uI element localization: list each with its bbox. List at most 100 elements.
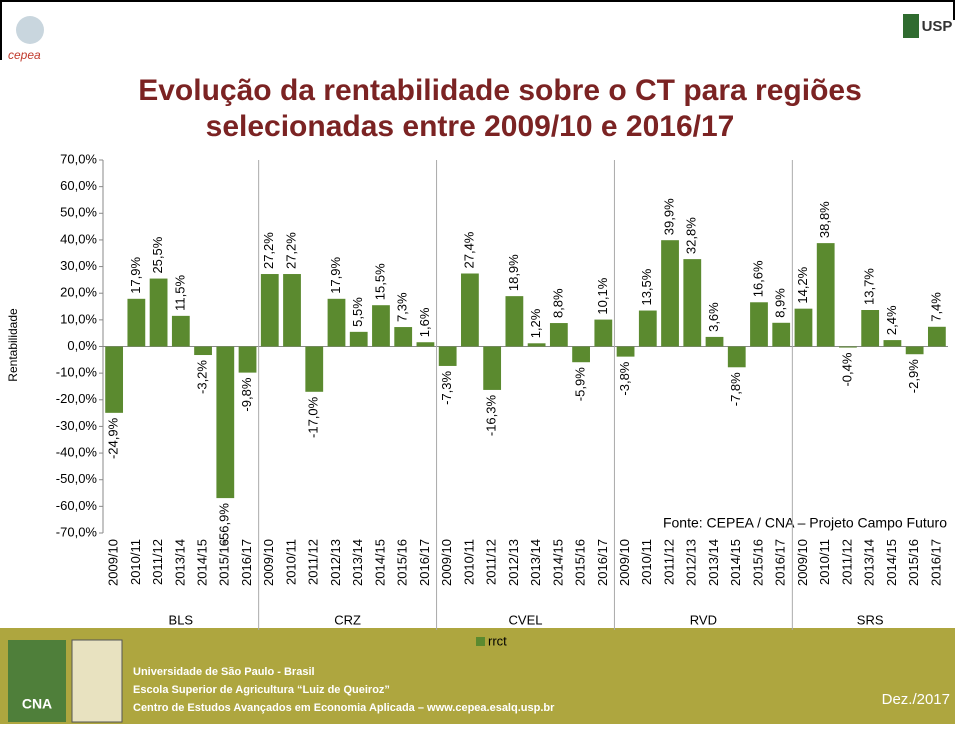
- bar: [416, 342, 435, 347]
- y-tick-label: 40,0%: [60, 231, 97, 246]
- data-label: -0,4%: [839, 352, 854, 386]
- source-note: Fonte: CEPEA / CNA – Projeto Campo Futur…: [663, 515, 947, 531]
- data-label: 27,2%: [283, 232, 298, 269]
- bar: [372, 305, 390, 347]
- bar: [483, 346, 502, 390]
- x-tick-label: 2009/10: [795, 539, 810, 586]
- x-tick-label: 2016/17: [239, 539, 254, 586]
- x-tick-label: 2014/15: [728, 539, 743, 586]
- x-tick-label: 2010/11: [639, 539, 654, 585]
- x-tick-label: 2009/10: [106, 539, 121, 586]
- bar: [683, 259, 702, 347]
- x-tick-label: 2016/17: [773, 539, 788, 586]
- data-label: 16,6%: [750, 260, 765, 297]
- data-label: 1,6%: [417, 307, 432, 337]
- x-tick-label: 2016/17: [595, 539, 610, 586]
- bar: [505, 296, 524, 347]
- y-tick-label: 70,0%: [60, 151, 97, 166]
- data-label: -2,9%: [906, 359, 921, 393]
- x-tick-label: 2012/13: [684, 539, 699, 586]
- data-label: -5,9%: [573, 367, 588, 401]
- x-tick-label: 2013/14: [350, 539, 365, 586]
- x-tick-label: 2015/16: [395, 539, 410, 586]
- bar: [861, 309, 880, 347]
- bar: [572, 346, 590, 363]
- x-tick-label: 2013/14: [172, 539, 187, 586]
- group-label: CRZ: [334, 612, 361, 627]
- bar: [238, 346, 257, 373]
- data-label: 11,5%: [172, 275, 187, 311]
- x-tick-label: 2014/15: [550, 539, 565, 586]
- data-label: -3,2%: [195, 360, 210, 394]
- group-label: CVEL: [509, 612, 543, 627]
- data-label: -56,9%: [217, 503, 232, 545]
- bar: [727, 346, 746, 368]
- data-label: 7,3%: [395, 292, 410, 322]
- data-label: 2,4%: [884, 305, 899, 335]
- usp-logo: USP: [922, 18, 953, 35]
- x-tick-label: 2014/15: [372, 539, 387, 586]
- x-tick-label: 2009/10: [439, 539, 454, 586]
- data-label: 27,4%: [461, 231, 476, 268]
- bar: [327, 298, 346, 347]
- data-label: -3,8%: [617, 361, 632, 395]
- data-label: 38,8%: [817, 201, 832, 238]
- data-label: -17,0%: [306, 396, 321, 438]
- x-tick-label: 2014/15: [195, 539, 210, 586]
- x-tick-label: 2011/12: [306, 539, 321, 585]
- y-tick-label: -70,0%: [56, 524, 98, 539]
- y-tick-label: -10,0%: [56, 365, 98, 380]
- cepea-logo: cepea: [8, 48, 41, 62]
- footer-line: Centro de Estudos Avançados em Economia …: [133, 702, 555, 714]
- bar: [661, 240, 679, 347]
- y-tick-label: -50,0%: [56, 471, 98, 486]
- legend-swatch: [476, 637, 485, 646]
- data-label: 18,9%: [506, 254, 521, 291]
- legend-label: rrct: [488, 633, 507, 648]
- y-tick-label: 0,0%: [67, 338, 97, 353]
- data-label: 32,8%: [684, 217, 699, 254]
- x-tick-label: 2015/16: [217, 539, 232, 586]
- data-label: 7,4%: [928, 292, 943, 322]
- data-label: 39,9%: [661, 198, 676, 235]
- footer-line: Escola Superior de Agricultura “Luiz de …: [133, 684, 390, 696]
- group-label: BLS: [169, 612, 194, 627]
- y-axis-label: Rentabilidade: [6, 308, 20, 382]
- bar: [194, 346, 212, 356]
- esalq-footer-logo: [71, 639, 123, 723]
- bar: [750, 302, 768, 347]
- group-label: SRS: [857, 612, 884, 627]
- data-label: 15,5%: [372, 263, 387, 300]
- x-tick-label: 2015/16: [906, 539, 921, 586]
- data-label: 10,1%: [595, 277, 610, 314]
- y-tick-label: -40,0%: [56, 445, 98, 460]
- x-tick-label: 2011/12: [661, 539, 676, 585]
- esalq-logo: [903, 14, 919, 38]
- x-tick-label: 2011/12: [839, 539, 854, 585]
- data-label: 14,2%: [795, 266, 810, 303]
- cna-logo-text: CNA: [22, 696, 52, 712]
- bar: [905, 346, 924, 355]
- bar: [883, 340, 902, 347]
- data-label: 13,5%: [639, 268, 654, 305]
- x-tick-label: 2012/13: [328, 539, 343, 586]
- bar: [816, 243, 835, 347]
- x-tick-label: 2011/12: [484, 539, 499, 585]
- bar: [127, 298, 146, 347]
- x-tick-label: 2010/11: [283, 539, 298, 585]
- x-tick-label: 2010/11: [817, 539, 832, 585]
- x-tick-label: 2013/14: [528, 539, 543, 586]
- y-tick-label: 10,0%: [60, 311, 97, 326]
- bar: [105, 346, 124, 413]
- y-tick-label: -20,0%: [56, 391, 98, 406]
- y-tick-label: 60,0%: [60, 178, 97, 193]
- bar: [549, 323, 568, 347]
- data-label: -16,3%: [484, 395, 499, 437]
- data-label: 17,9%: [328, 257, 343, 294]
- y-tick-label: 20,0%: [60, 285, 97, 300]
- bar: [927, 326, 946, 347]
- bar: [839, 346, 857, 348]
- data-label: 5,5%: [350, 297, 365, 327]
